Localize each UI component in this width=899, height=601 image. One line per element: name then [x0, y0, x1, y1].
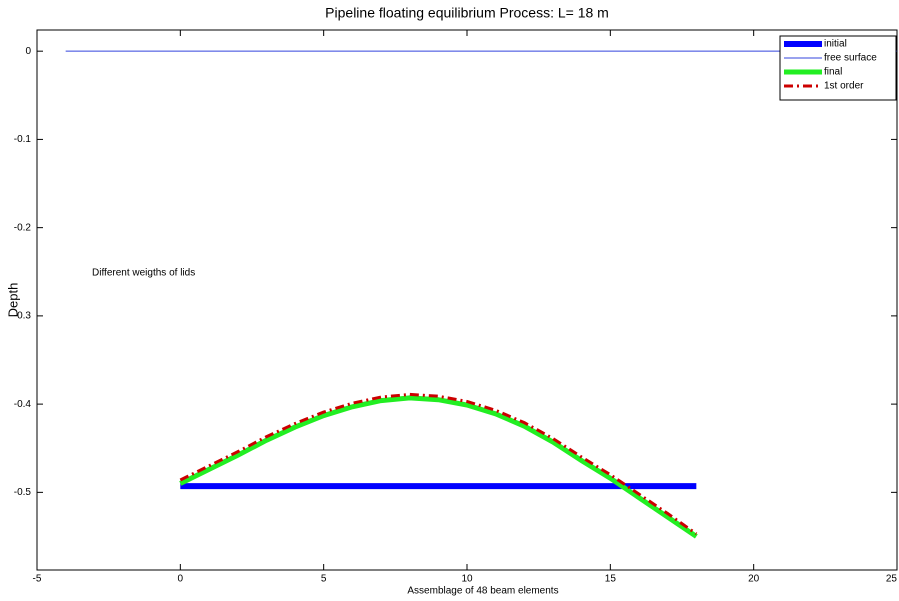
series-line [179, 395, 698, 539]
annotation: Different weigths of lids [92, 268, 195, 279]
y-axis-label: Depth [5, 283, 20, 318]
x-tick-label: 25 [886, 574, 898, 585]
x-tick-label: 10 [461, 574, 473, 585]
x-tick-label: 15 [605, 574, 617, 585]
y-tick-label: -0.4 [14, 399, 32, 410]
y-tick-label: -0.3 [14, 311, 32, 322]
x-tick-label: 20 [748, 574, 760, 585]
y-tick-label: -0.5 [14, 487, 32, 498]
legend-label: final [824, 67, 842, 78]
legend-label: 1st order [824, 81, 864, 92]
x-axis-label: Assemblage of 48 beam elements [407, 586, 558, 597]
x-tick-label: 5 [321, 574, 327, 585]
series-line [179, 392, 698, 536]
y-tick-label: -0.2 [14, 222, 32, 233]
y-tick-label: 0 [25, 46, 31, 57]
legend-label: free surface [824, 53, 877, 64]
y-tick-label: -0.1 [14, 134, 32, 145]
x-tick-label: 0 [178, 574, 184, 585]
x-tick-label: -5 [33, 574, 42, 585]
chart-title: Pipeline floating equilibrium Process: L… [325, 5, 609, 21]
legend-label: initial [824, 39, 847, 50]
